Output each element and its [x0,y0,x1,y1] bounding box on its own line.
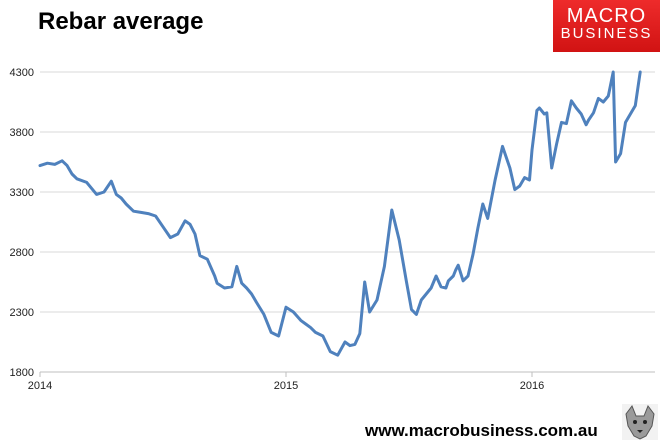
x-axis-ticks: 2014 2015 2016 [28,372,544,392]
chart-title: Rebar average [38,8,204,35]
gridlines [40,71,655,373]
y-tick-label: 1800 [10,367,34,379]
y-tick-label: 4300 [10,67,34,79]
x-tick-label: 2014 [28,380,52,392]
series-group [38,70,642,357]
y-tick-label: 3800 [10,127,34,139]
series-line-0 [38,70,642,357]
y-tick-label: 2300 [10,307,34,319]
website-url[interactable]: www.macrobusiness.com.au [365,421,598,440]
y-axis-ticks: 1800 2300 2800 3300 3800 4300 [10,67,34,379]
y-tick-label: 3300 [10,187,34,199]
logo-line-2: BUSINESS [560,25,653,42]
y-tick-label: 2800 [10,247,34,259]
x-tick-label: 2015 [274,380,298,392]
wolf-icon [622,404,658,440]
x-tick-label: 2016 [520,380,544,392]
logo-line-1: MACRO [566,5,647,27]
macrobusiness-logo[interactable]: MACRO BUSINESS [553,0,660,52]
